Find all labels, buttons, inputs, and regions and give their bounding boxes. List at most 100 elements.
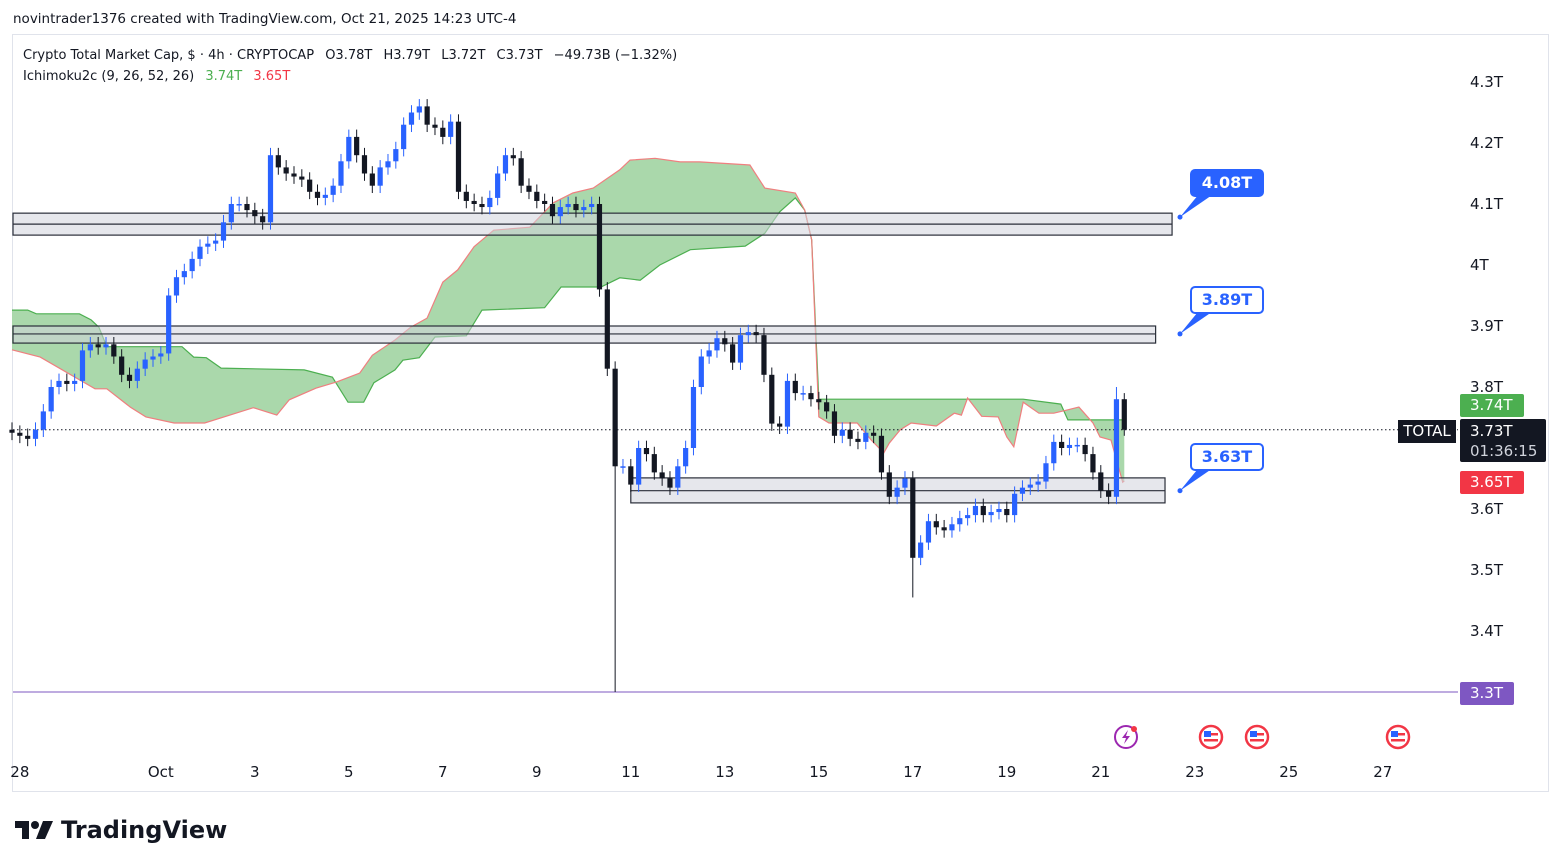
candle-body [448,121,454,137]
price-callout[interactable]: 4.08T [1190,169,1264,198]
indicator-legend-row: Ichimoku2c (9, 26, 52, 26) 3.74T 3.65T [23,66,684,87]
candle [111,336,117,364]
candle [142,352,148,377]
tradingview-logo[interactable]: TradingView [15,816,227,844]
candle [918,535,924,566]
candle-body [25,435,31,439]
callout-anchor-dot [1177,488,1183,494]
candle [181,263,187,285]
candle-body [236,204,242,206]
candle [1004,501,1010,523]
candle [463,184,469,209]
price-callout[interactable]: 3.63T [1190,442,1264,471]
candle [307,172,313,200]
candle [706,343,712,364]
symbol-title[interactable]: Crypto Total Market Cap, $ · 4h · CRYPTO… [23,48,315,63]
candle-body [549,204,556,217]
candle-body [1106,490,1112,497]
tradingview-logo-icon [15,821,53,839]
time-axis-tick: 17 [903,763,923,781]
price-callout[interactable]: 3.89T [1190,285,1264,314]
candle-body [369,173,375,186]
candle-body [643,448,650,455]
candle-body [534,191,540,201]
candle-body [432,124,438,128]
candle [534,184,540,209]
us-flag-icon[interactable] [1244,724,1270,750]
candle [471,193,477,212]
candle [902,471,908,495]
candle [620,458,626,474]
candle-body [910,478,916,558]
candle-body [205,243,211,247]
candle [730,336,736,370]
price-axis-tick: 3.5T [1470,561,1504,579]
candle-body [604,289,610,369]
candle [737,327,744,370]
candle-body [510,155,516,159]
candle-body [103,344,109,348]
candle-body [1121,399,1127,430]
candle [659,465,665,486]
candle [236,196,242,212]
current-price: 3.73T [1470,422,1513,440]
candle-body [228,204,234,223]
candle-body [330,185,336,195]
candle-body [839,429,845,436]
candle-body [792,380,798,394]
candle [48,379,54,419]
candle [589,196,595,215]
lightning-event-icon[interactable] [1113,724,1139,750]
candle [455,114,462,200]
chart-frame[interactable] [12,34,1549,792]
candle-body [502,155,509,174]
candle [894,480,900,505]
time-axis-tick: 3 [250,763,260,781]
us-flag-icon[interactable] [1385,724,1411,750]
candle [1019,480,1026,502]
candle-body [636,448,642,485]
candle-body [377,167,383,186]
candle-body [894,487,900,497]
candle [134,361,140,389]
callout-anchor-dot [1177,331,1183,337]
candle-body [1019,487,1026,494]
candle [636,440,642,492]
candle [1106,483,1112,505]
candle-body [980,505,986,516]
candle-body [949,524,955,531]
time-axis-tick: 28 [10,763,30,781]
candle [479,196,485,215]
candle-body [1074,444,1080,447]
candle [542,193,548,212]
us-flag-icon[interactable] [1198,724,1224,750]
time-axis-tick: 5 [344,763,354,781]
candle [949,516,955,538]
symbol-legend-row: Crypto Total Market Cap, $ · 4h · CRYPTO… [23,45,684,66]
candle-body [322,194,328,198]
candle-body [260,216,266,223]
candle [784,373,791,434]
candle-body [988,512,994,516]
candle [1066,437,1073,456]
candle-body [972,505,979,516]
candle-body [714,338,720,351]
candle-body [941,527,947,531]
candle [448,114,454,145]
candle [683,440,689,474]
candle [581,199,587,218]
indicator-title[interactable]: Ichimoku2c (9, 26, 52, 26) [23,69,195,84]
chart-legend: Crypto Total Market Cap, $ · 4h · CRYPTO… [23,45,684,87]
candle [1012,486,1018,523]
candle [228,196,234,230]
candle-body [683,448,689,467]
price-axis-tick: 3.6T [1470,500,1504,518]
candle [651,446,657,480]
candle-body [581,207,587,211]
candle-body [166,295,172,354]
candle-body [79,350,86,381]
callout-pointer [1180,468,1212,491]
candle [322,187,328,206]
candle-body [173,277,180,296]
